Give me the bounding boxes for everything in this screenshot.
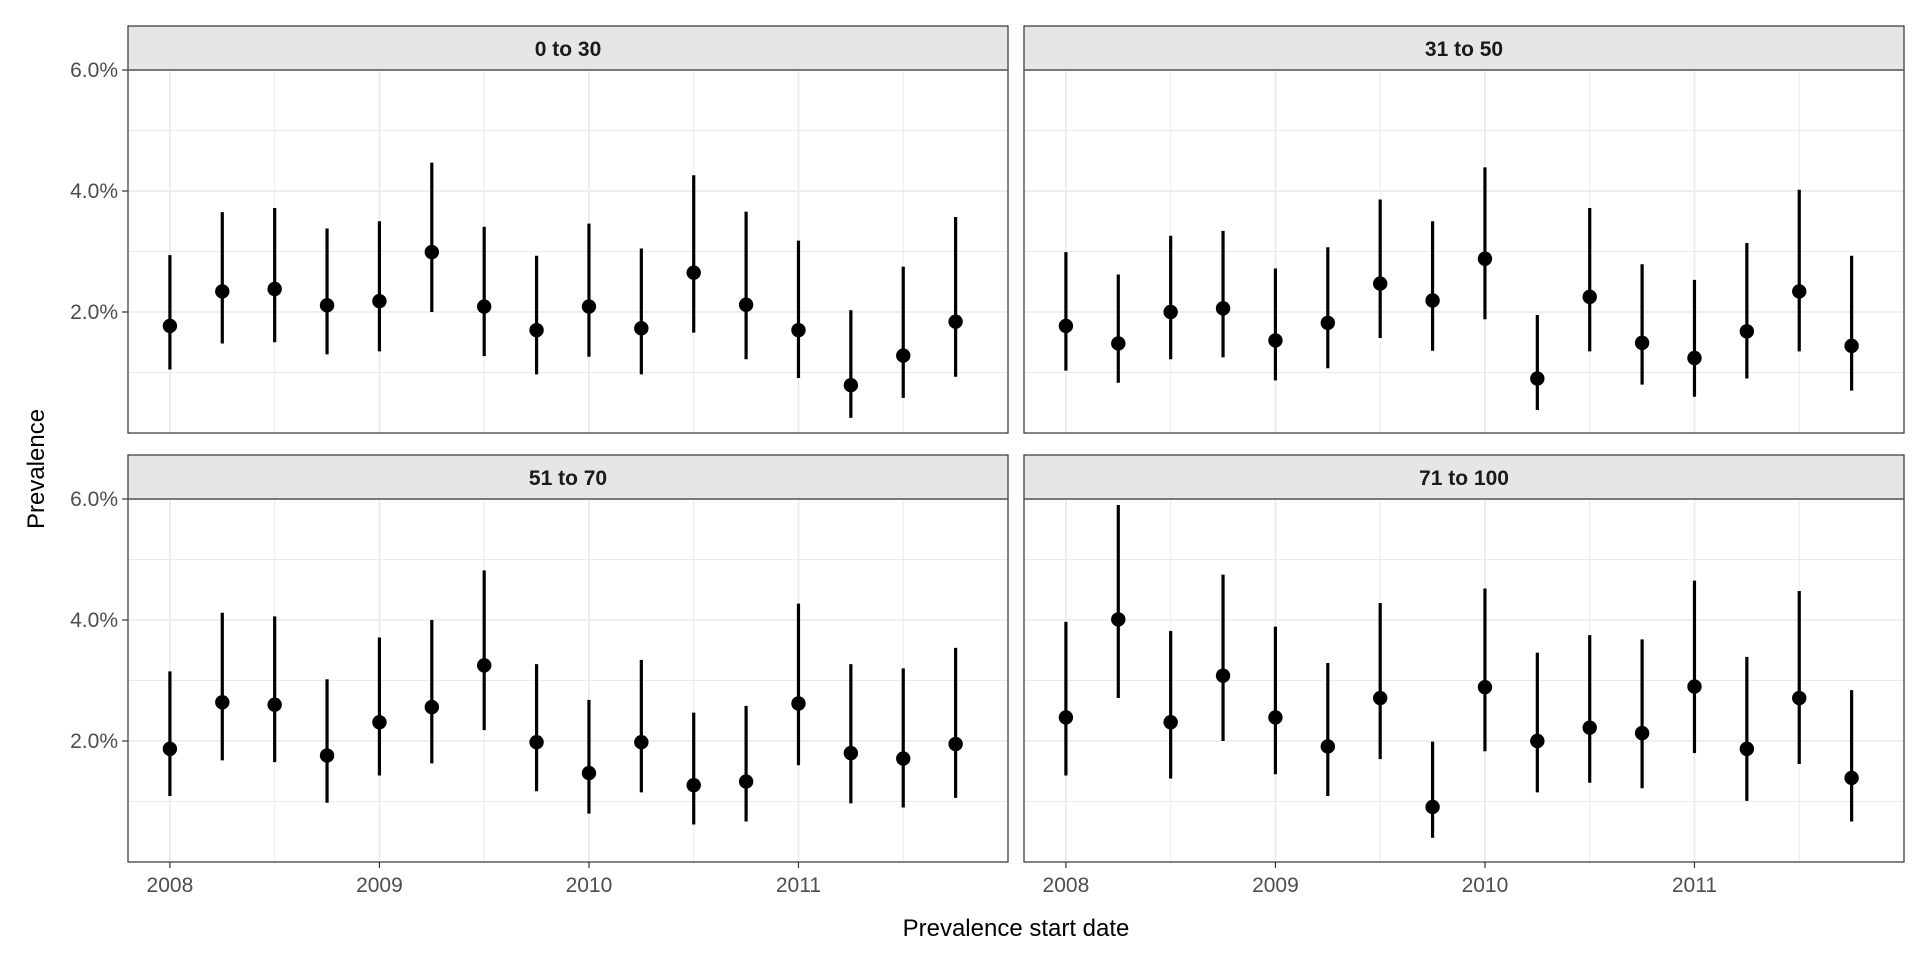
y-tick-label: 4.0% bbox=[70, 180, 118, 203]
data-point bbox=[948, 314, 963, 329]
data-point bbox=[424, 244, 440, 260]
facet-panels: 0 to 30 2.0% 4.0% 6.0% 31 to 50 51 to 70 2.0% 4… bbox=[70, 25, 1905, 897]
panel-border bbox=[1023, 69, 1905, 434]
y-tick-label: 6.0% bbox=[70, 488, 118, 511]
data-point bbox=[1792, 284, 1807, 299]
data-point bbox=[581, 765, 597, 781]
data-point bbox=[1320, 315, 1336, 331]
data-point bbox=[1582, 289, 1597, 305]
data-point bbox=[1320, 739, 1336, 754]
data-point bbox=[1372, 276, 1388, 291]
data-point bbox=[1372, 690, 1388, 706]
facet-panel: 0 to 30 2.0% 4.0% 6.0% bbox=[70, 25, 1009, 434]
data-point bbox=[267, 697, 282, 712]
data-point bbox=[896, 348, 911, 363]
data-point bbox=[372, 715, 387, 730]
data-point bbox=[1634, 335, 1650, 351]
facet-strip-label: 71 to 100 bbox=[1419, 467, 1509, 490]
x-tick-label: 2011 bbox=[1672, 874, 1717, 897]
data-point bbox=[738, 297, 754, 312]
facet-panel: 71 to 100 2008 2009 2010 2011 bbox=[1023, 454, 1905, 897]
data-point bbox=[1268, 333, 1283, 348]
data-point bbox=[686, 265, 701, 280]
data-point bbox=[1739, 324, 1755, 339]
data-point bbox=[948, 736, 963, 752]
data-point bbox=[896, 751, 911, 766]
data-point bbox=[319, 298, 335, 313]
facet-panel: 51 to 70 2.0% 4.0% 6.0% 2008 2009 2010 2011 bbox=[70, 454, 1009, 897]
facet-strip bbox=[127, 454, 1009, 500]
data-point bbox=[1425, 799, 1440, 815]
y-axis-title: Prevalence bbox=[23, 409, 50, 529]
data-point bbox=[791, 696, 806, 711]
data-point bbox=[476, 299, 492, 314]
data-point bbox=[162, 741, 178, 757]
data-point bbox=[634, 321, 649, 336]
data-point bbox=[738, 774, 754, 789]
data-point bbox=[215, 695, 230, 710]
x-tick-label: 2010 bbox=[566, 874, 613, 897]
data-point bbox=[1687, 350, 1702, 366]
facet-strip-label: 31 to 50 bbox=[1425, 38, 1503, 61]
data-point bbox=[529, 322, 544, 338]
data-point bbox=[1425, 293, 1440, 308]
facet-panel: 31 to 50 bbox=[1023, 25, 1905, 434]
data-point bbox=[1687, 679, 1702, 694]
data-point bbox=[581, 299, 597, 314]
data-point bbox=[634, 735, 649, 750]
data-point bbox=[1111, 336, 1126, 351]
facet-strip bbox=[1023, 25, 1905, 71]
x-tick-label: 2009 bbox=[356, 874, 403, 897]
data-point bbox=[1634, 725, 1650, 741]
data-point bbox=[215, 284, 230, 299]
data-point bbox=[1163, 304, 1178, 320]
data-point bbox=[1111, 612, 1126, 627]
facet-strip-label: 0 to 30 bbox=[535, 38, 602, 61]
data-point bbox=[1163, 715, 1178, 730]
x-tick-label: 2010 bbox=[1462, 874, 1509, 897]
facet-strip-label: 51 to 70 bbox=[529, 467, 607, 490]
data-point bbox=[1215, 301, 1231, 316]
data-point bbox=[162, 318, 178, 334]
facet-strip bbox=[127, 25, 1009, 71]
x-axis-title: Prevalence start date bbox=[903, 915, 1130, 942]
data-point bbox=[1792, 690, 1807, 706]
y-tick-label: 2.0% bbox=[70, 301, 118, 324]
data-point bbox=[1058, 318, 1074, 334]
data-point bbox=[372, 293, 387, 309]
data-point bbox=[1215, 668, 1231, 683]
data-point bbox=[1844, 338, 1859, 354]
data-point bbox=[424, 699, 440, 715]
data-point bbox=[1530, 733, 1545, 749]
panel-border bbox=[127, 69, 1009, 434]
x-tick-label: 2011 bbox=[776, 874, 821, 897]
y-tick-label: 2.0% bbox=[70, 730, 118, 753]
panel-border bbox=[127, 498, 1009, 863]
data-point bbox=[1739, 741, 1755, 757]
data-point bbox=[1268, 710, 1283, 725]
data-point bbox=[1058, 710, 1074, 725]
y-tick-label: 6.0% bbox=[70, 59, 118, 82]
data-point bbox=[1530, 371, 1545, 386]
data-point bbox=[791, 322, 806, 338]
data-point bbox=[1477, 679, 1493, 695]
data-point bbox=[267, 281, 282, 297]
y-tick-label: 4.0% bbox=[70, 609, 118, 632]
data-point bbox=[686, 777, 701, 793]
data-point bbox=[843, 745, 859, 761]
panel-border bbox=[1023, 498, 1905, 863]
data-point bbox=[1844, 770, 1859, 786]
data-point bbox=[1477, 251, 1493, 266]
data-point bbox=[843, 378, 859, 393]
data-point bbox=[1582, 720, 1597, 735]
data-point bbox=[476, 658, 492, 673]
data-point bbox=[529, 735, 544, 750]
x-tick-label: 2008 bbox=[1043, 874, 1090, 897]
x-tick-label: 2008 bbox=[147, 874, 194, 897]
data-point bbox=[319, 748, 335, 763]
x-tick-label: 2009 bbox=[1252, 874, 1299, 897]
